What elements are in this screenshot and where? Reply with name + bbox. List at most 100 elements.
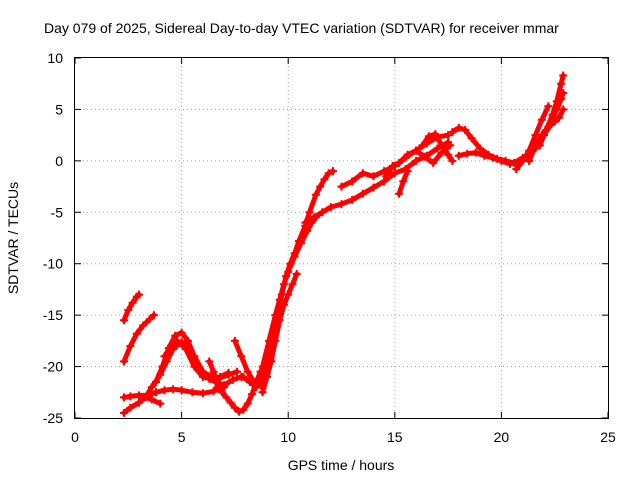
data-point-marker	[152, 388, 160, 397]
data-point-marker	[245, 378, 254, 386]
data-point-marker	[218, 388, 227, 397]
data-point-marker	[418, 141, 427, 150]
data-point-marker	[535, 141, 544, 150]
data-point-marker	[258, 362, 267, 371]
data-point-marker	[160, 352, 169, 361]
data-point-marker	[320, 175, 329, 184]
series-trace-03	[120, 383, 229, 402]
y-tick-label: -25	[43, 410, 63, 426]
data-point-marker	[147, 383, 156, 392]
data-point-marker	[267, 357, 276, 366]
data-point-marker	[239, 405, 248, 414]
data-point-marker	[467, 134, 476, 143]
series-trace-17	[418, 130, 457, 165]
data-point-marker	[252, 383, 261, 392]
data-point-marker	[237, 352, 246, 361]
data-point-marker	[316, 182, 325, 191]
data-point-marker	[358, 169, 367, 178]
series-trace-01	[120, 290, 143, 325]
data-point-marker	[388, 162, 397, 170]
data-point-marker	[213, 383, 222, 392]
data-point-marker	[557, 95, 566, 104]
data-point-marker	[437, 141, 446, 150]
series-trace-23	[540, 89, 568, 140]
y-tick-label: -20	[43, 359, 63, 375]
data-point-marker	[209, 367, 218, 376]
y-axis-title: SDTVAR / TECUs	[5, 182, 21, 294]
data-point-marker	[358, 189, 367, 198]
data-point-marker	[544, 102, 553, 111]
data-point-marker	[128, 298, 137, 307]
series-trace-16	[395, 167, 412, 198]
data-point-marker	[198, 372, 207, 381]
data-point-marker	[120, 357, 128, 366]
x-tick-label: 15	[387, 429, 403, 445]
data-point-marker	[552, 105, 561, 114]
data-point-marker	[230, 336, 239, 345]
data-point-marker	[444, 131, 453, 140]
y-tick-label: 10	[47, 50, 63, 66]
data-point-marker	[540, 131, 548, 140]
data-point-marker	[126, 342, 135, 350]
data-point-marker	[337, 200, 346, 209]
chart-title: Day 079 of 2025, Sidereal Day-to-day VTE…	[44, 20, 559, 36]
plot-frame	[74, 57, 609, 419]
data-point-marker	[297, 239, 305, 248]
data-point-marker	[132, 329, 141, 338]
data-point-marker	[124, 306, 133, 314]
data-series	[120, 71, 568, 417]
data-point-marker	[505, 159, 514, 168]
series-trace-02	[120, 311, 158, 366]
data-point-marker	[403, 150, 412, 159]
data-point-marker	[275, 295, 284, 304]
data-point-marker	[471, 148, 480, 157]
data-point-marker	[169, 385, 178, 394]
x-tick-label: 10	[280, 429, 296, 445]
data-point-marker	[158, 362, 167, 371]
data-point-marker	[395, 158, 404, 167]
data-point-marker	[160, 386, 169, 395]
data-point-marker	[369, 172, 378, 181]
data-point-marker	[190, 362, 199, 371]
data-point-marker	[461, 126, 470, 134]
data-point-marker	[230, 403, 239, 412]
data-point-marker	[233, 367, 241, 376]
data-point-marker	[120, 408, 128, 417]
x-tick-label: 5	[178, 429, 186, 445]
data-point-marker	[382, 172, 391, 181]
data-point-marker	[284, 290, 293, 299]
data-point-marker	[348, 195, 357, 204]
data-point-marker	[399, 177, 408, 186]
x-tick-label: 0	[71, 429, 79, 445]
data-point-marker	[395, 189, 404, 198]
data-point-marker	[284, 267, 293, 276]
data-point-marker	[141, 393, 150, 402]
data-point-marker	[348, 177, 357, 186]
data-point-marker	[337, 182, 346, 191]
data-point-marker	[126, 392, 135, 401]
data-point-marker	[433, 144, 442, 153]
x-axis-title: GPS time / hours	[288, 457, 395, 473]
data-point-marker	[239, 372, 248, 381]
data-point-marker	[412, 146, 421, 155]
data-point-marker	[480, 151, 489, 160]
data-point-marker	[181, 345, 190, 354]
data-point-marker	[258, 388, 267, 397]
series-line	[513, 103, 551, 172]
data-point-marker	[318, 208, 327, 217]
data-point-marker	[557, 79, 566, 88]
data-point-marker	[156, 399, 165, 408]
data-point-marker	[559, 71, 568, 80]
y-tick-label: -15	[43, 307, 63, 323]
data-point-marker	[454, 151, 463, 160]
data-point-marker	[152, 378, 160, 386]
data-point-marker	[454, 123, 463, 132]
data-point-marker	[271, 336, 280, 345]
series-trace-12	[258, 270, 301, 397]
data-point-marker	[429, 158, 438, 167]
data-point-marker	[326, 203, 335, 212]
data-point-marker	[555, 113, 563, 122]
data-point-marker	[135, 398, 143, 407]
series-trace-11	[252, 213, 320, 392]
